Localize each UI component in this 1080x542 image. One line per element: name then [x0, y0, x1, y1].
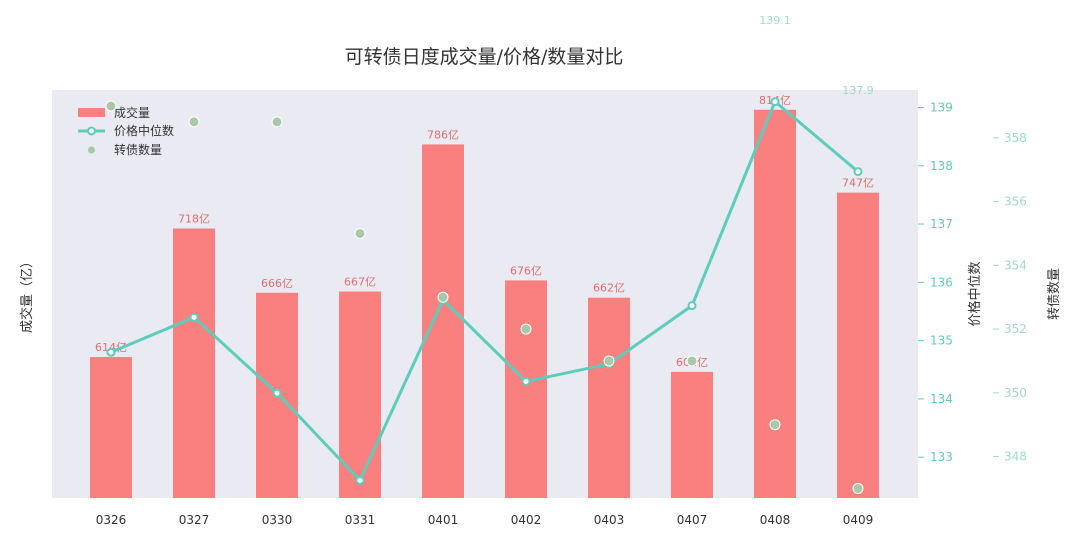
bar-series: [90, 109, 879, 499]
legend-line-marker: [87, 126, 96, 136]
bar-label-0327: 718亿: [178, 212, 210, 225]
faint-labels: 139.1 137.9: [759, 14, 874, 97]
line-point-0326: [106, 347, 116, 357]
bar-0409: [837, 192, 879, 499]
right-tick-133: 133: [930, 450, 953, 464]
far-tick-358: 358: [1004, 131, 1027, 145]
legend-scatter-marker: [88, 146, 95, 154]
right-tick-137: 137: [930, 217, 953, 231]
legend: 成交量 价格中位数 转债数量: [78, 105, 174, 157]
legend-line-label: 价格中位数: [114, 123, 174, 138]
chart-title: 可转债日度成交量/价格/数量对比: [345, 46, 624, 68]
x-tick-0408: 0408: [760, 513, 791, 527]
bar-label-0330: 666亿: [261, 277, 293, 290]
x-tick-0401: 0401: [428, 513, 459, 527]
line-point-0409: [853, 167, 863, 177]
scatter-point-0402: [520, 323, 532, 335]
bar-0326: [90, 357, 132, 498]
line-path: [110, 100, 859, 483]
line-point-0408: [770, 97, 780, 107]
far-right-axis-title: 转债数量: [1047, 268, 1062, 320]
bar-0408: [754, 109, 796, 499]
scatter-point-0326: [105, 100, 117, 112]
scatter-point-0331: [354, 227, 366, 239]
bar-0401: [422, 144, 464, 498]
bar-0402: [505, 280, 547, 498]
faint-label-0409: 137.9: [842, 84, 874, 97]
faint-label-0408: 139.1: [759, 14, 791, 27]
x-axis-ticks: 0326 0327 0330 0331 0401 0402 0403 0407 0408 0409: [96, 513, 874, 527]
left-axis-title: 成交量（亿）: [19, 255, 35, 333]
x-tick-0331: 0331: [345, 513, 376, 527]
right-axis-title: 价格中位数: [967, 261, 983, 326]
line-point-0407: [687, 301, 697, 311]
scatter-point-0401: [437, 291, 449, 303]
scatter-point-0409: [852, 482, 864, 494]
right-axis: 133 134 135 136 137 138 139: [918, 100, 953, 464]
far-tick-354: 354: [1004, 258, 1027, 272]
scatter-point-0408: [769, 419, 781, 431]
far-right-axis: 348 350 352 354 356 358: [993, 131, 1027, 464]
far-tick-352: 352: [1004, 322, 1027, 336]
scatter-series: [105, 100, 864, 494]
legend-bar-label: 成交量: [114, 105, 150, 120]
far-tick-356: 356: [1004, 195, 1027, 209]
bar-0327: [173, 228, 215, 499]
far-tick-348: 348: [1004, 450, 1027, 464]
bar-label-0401: 786亿: [427, 128, 459, 141]
line-point-0402: [521, 376, 531, 386]
far-tick-350: 350: [1004, 386, 1027, 400]
x-tick-0407: 0407: [677, 513, 708, 527]
line-point-0331: [355, 476, 365, 486]
bar-label-0409: 747亿: [842, 177, 874, 190]
right-tick-138: 138: [930, 159, 953, 173]
bar-label-0402: 676亿: [510, 264, 542, 277]
right-tick-136: 136: [930, 275, 953, 289]
legend-scatter-label: 转债数量: [114, 142, 162, 157]
scatter-point-0330: [271, 116, 283, 128]
legend-bar-swatch: [78, 108, 105, 117]
x-tick-0327: 0327: [179, 513, 210, 527]
bar-label-0326: 614亿: [95, 341, 127, 354]
x-tick-0402: 0402: [511, 513, 542, 527]
right-tick-135: 135: [930, 334, 953, 348]
line-point-0327: [189, 312, 199, 322]
scatter-point-0407: [686, 355, 698, 367]
x-tick-0403: 0403: [594, 513, 625, 527]
x-tick-0409: 0409: [843, 513, 874, 527]
scatter-point-0403: [603, 355, 615, 367]
bar-0407: [671, 371, 713, 498]
line-point-0330: [272, 388, 282, 398]
x-tick-0330: 0330: [262, 513, 293, 527]
bar-label-0403: 662亿: [593, 282, 625, 295]
bar-label-0331: 667亿: [344, 276, 376, 289]
right-tick-134: 134: [930, 392, 953, 406]
bar-0403: [588, 297, 630, 498]
right-tick-139: 139: [930, 100, 953, 114]
bar-0331: [339, 291, 381, 498]
x-tick-0326: 0326: [96, 513, 127, 527]
scatter-point-0327: [188, 116, 200, 128]
